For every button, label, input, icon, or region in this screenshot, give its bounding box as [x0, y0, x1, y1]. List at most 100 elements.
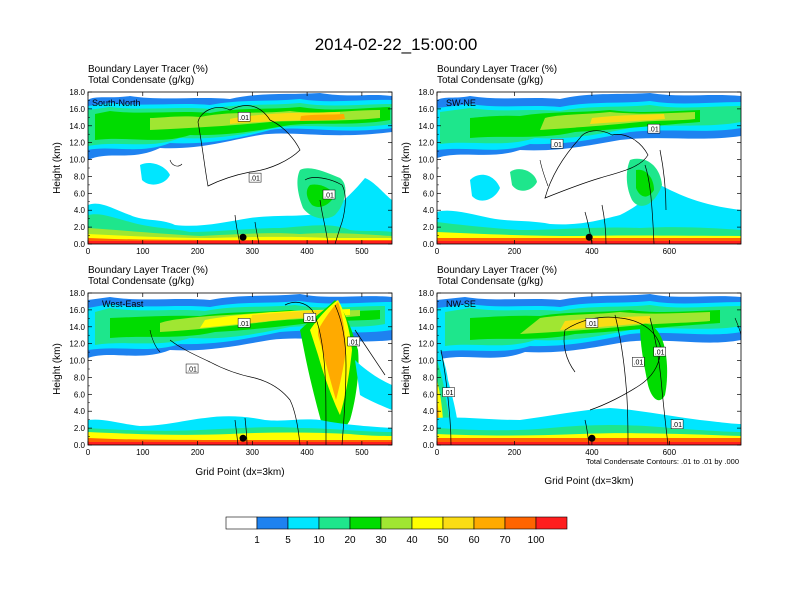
colorbar-swatch: [473, 516, 506, 530]
y-tick-label: 14.0: [69, 323, 85, 332]
contour-label-box: [322, 189, 336, 200]
colorbar-swatch: [225, 516, 258, 530]
contour-label: .01: [587, 321, 597, 328]
x-tick-label: 300: [246, 448, 260, 457]
contour-label-box: [347, 336, 360, 347]
contour-label-box: [585, 318, 599, 328]
y-tick-label: 0.0: [74, 240, 86, 249]
y-tick-label: 4.0: [74, 407, 86, 416]
contour-label-box: [647, 123, 661, 134]
x-tick-label: 500: [355, 448, 369, 457]
x-tick-label: 600: [663, 448, 677, 457]
x-tick-label: 600: [663, 247, 677, 256]
contour-label: .01: [324, 193, 334, 200]
x-tick-label: 300: [246, 247, 260, 256]
contour-label-box: [303, 313, 317, 323]
y-axis-label: Height (km): [401, 343, 412, 395]
panel-title-condensate: Total Condensate (g/kg): [88, 276, 194, 287]
panel-title-tracer: Boundary Layer Tracer (%): [88, 64, 208, 75]
colorbar-tick-label: 1: [254, 535, 260, 546]
y-tick-label: 2.0: [74, 424, 86, 433]
y-tick-label: 8.0: [423, 373, 435, 382]
x-tick-label: 400: [300, 247, 314, 256]
y-tick-label: 10.0: [418, 357, 434, 366]
contour-label: .01: [349, 339, 359, 346]
colorbar-tick-label: 70: [499, 535, 511, 546]
y-tick-label: 0.0: [423, 240, 435, 249]
contour-label: .01: [187, 367, 197, 374]
contour-label: .01: [634, 360, 644, 367]
y-tick-label: 8.0: [74, 373, 86, 382]
colorbar-tick-label: 40: [406, 535, 418, 546]
y-axis-label: Height (km): [401, 142, 412, 194]
x-tick-label: 0: [435, 448, 440, 457]
contour-label: .01: [655, 350, 665, 357]
y-tick-label: 18.0: [69, 88, 85, 97]
y-tick-label: 10.0: [69, 156, 85, 165]
y-tick-label: 16.0: [69, 105, 85, 114]
figure-title: 2014-02-22_15:00:00: [315, 35, 478, 54]
x-tick-label: 400: [585, 448, 599, 457]
x-tick-label: 200: [508, 448, 522, 457]
contour-label-box: [632, 356, 645, 367]
cross-section-label: SW-NE: [446, 98, 476, 108]
y-axis-label: Height (km): [52, 142, 63, 194]
contour-label-box: [237, 112, 251, 122]
y-tick-label: 2.0: [423, 424, 435, 433]
colorbar-tick-label: 60: [468, 535, 480, 546]
colorbar-tick-label: 20: [344, 535, 356, 546]
contour-note: Total Condensate Contours: .01 to .01 by…: [586, 457, 739, 466]
panel-title-tracer: Boundary Layer Tracer (%): [437, 265, 557, 276]
y-tick-label: 16.0: [418, 306, 434, 315]
contour-label: .01: [672, 422, 682, 429]
y-tick-label: 16.0: [69, 306, 85, 315]
y-tick-label: 14.0: [69, 122, 85, 131]
y-tick-label: 10.0: [69, 357, 85, 366]
y-tick-label: 2.0: [74, 223, 86, 232]
y-tick-label: 0.0: [74, 441, 86, 450]
colorbar-swatch: [442, 516, 475, 530]
x-tick-label: 200: [508, 247, 522, 256]
panel-title-condensate: Total Condensate (g/kg): [437, 75, 543, 86]
contour-label: .01: [250, 176, 260, 183]
x-tick-label: 100: [136, 448, 150, 457]
colorbar-swatch: [535, 516, 568, 530]
colorbar-tick-label: 10: [313, 535, 325, 546]
location-marker: [585, 233, 593, 241]
contour-label-box: [237, 318, 251, 328]
colorbar-tick-label: 5: [285, 535, 291, 546]
cross-section-label: West-East: [102, 299, 144, 309]
y-tick-label: 0.0: [423, 441, 435, 450]
x-tick-label: 500: [355, 247, 369, 256]
x-axis-label: Grid Point (dx=3km): [195, 467, 284, 478]
colorbar-swatch: [349, 516, 382, 530]
location-marker: [239, 233, 247, 241]
panel-sw-ne: Boundary Layer Tracer (%) Total Condensa…: [436, 64, 742, 245]
x-tick-label: 200: [191, 448, 205, 457]
y-tick-label: 10.0: [418, 156, 434, 165]
contour-label-box: [442, 387, 455, 397]
field-nw-se: [437, 293, 741, 445]
cross-section-label: South-North: [92, 98, 141, 108]
colorbar-swatch: [256, 516, 289, 530]
colorbar-swatch: [504, 516, 537, 530]
y-tick-label: 18.0: [418, 289, 434, 298]
y-tick-label: 6.0: [423, 189, 435, 198]
y-tick-label: 4.0: [423, 407, 435, 416]
x-tick-label: 0: [86, 448, 91, 457]
contour-label: .01: [552, 142, 562, 149]
x-tick-label: 400: [300, 448, 314, 457]
y-tick-label: 12.0: [69, 340, 85, 349]
colorbar: 1 5 10 20 30 40 50 60 70 100: [225, 516, 568, 546]
panel-title-condensate: Total Condensate (g/kg): [437, 276, 543, 287]
x-tick-label: 400: [585, 247, 599, 256]
y-tick-label: 8.0: [74, 172, 86, 181]
y-tick-label: 6.0: [74, 189, 86, 198]
colorbar-swatch: [287, 516, 320, 530]
colorbar-swatch: [380, 516, 413, 530]
axes-3: 0.0 2.0 4.0 6.0 8.0 10.0 12.0 14.0 16.0 18.0 0 200 4…: [401, 289, 741, 457]
contour-label-box: [248, 172, 262, 183]
y-tick-label: 4.0: [74, 206, 86, 215]
contour-label: .01: [239, 321, 249, 328]
